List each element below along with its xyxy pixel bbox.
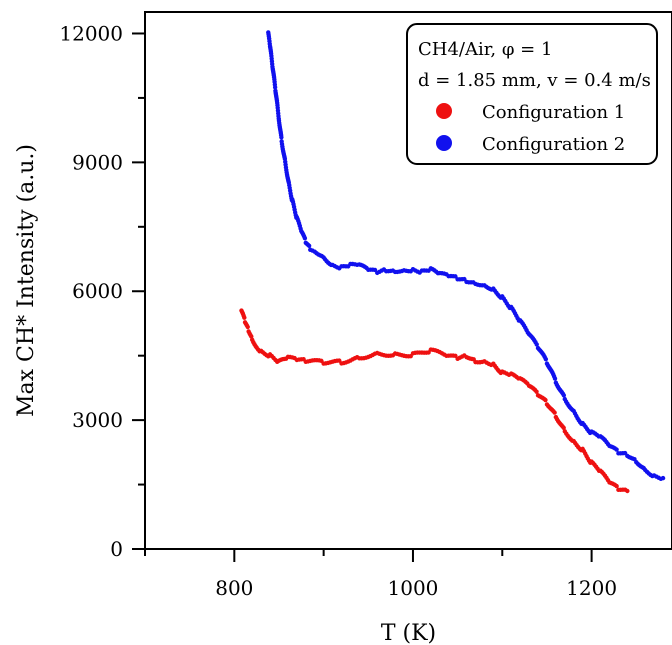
x-axis: 800 1000 1200 [144,549,617,600]
data-point [279,135,284,140]
legend-marker-2 [436,135,452,151]
legend-line2: d = 1.85 mm, v = 0.4 m/s [418,70,651,91]
data-point [242,315,247,320]
plot-area [144,11,672,550]
series-layer [239,30,666,494]
data-point [614,483,619,489]
y-tick-label: 12000 [59,21,123,45]
y-tick-label: 9000 [72,150,123,174]
data-point [543,397,548,403]
data-point [302,236,308,241]
y-tick-label: 0 [110,537,123,561]
x-axis-title: T (K) [381,621,436,645]
data-point [552,376,558,381]
data-point [249,334,254,339]
y-axis-title: Max CH* Intensity (a.u.) [14,144,39,417]
plot-frame [144,11,672,550]
legend-marker-1 [436,103,452,119]
legend: CH4/Air, φ = 1 d = 1.85 mm, v = 0.4 m/s … [406,23,658,165]
y-tick-label: 6000 [72,279,123,303]
legend-box [406,23,658,165]
data-point [534,389,539,394]
x-tick-label: 1000 [388,576,439,600]
data-point [245,324,250,330]
data-point [306,243,312,249]
legend-line1: CH4/Air, φ = 1 [418,39,552,60]
data-point [561,393,567,398]
x-tick-label: 800 [215,576,253,600]
series-2 [266,30,666,481]
legend-entries: Configuration 1 Configuration 2 [436,102,625,155]
data-point [625,488,630,494]
legend-label-1: Configuration 1 [482,102,625,123]
data-point [272,85,278,90]
series-1 [239,308,630,494]
x-tick-label: 1200 [566,576,617,600]
data-point [534,342,539,347]
data-point [561,425,566,430]
y-axis: 0 3000 6000 9000 12000 [59,21,145,561]
y-tick-label: 3000 [72,408,123,432]
data-point [552,410,557,415]
data-point [543,356,549,362]
data-point [614,447,619,452]
data-point [660,475,666,481]
legend-label-2: Configuration 2 [482,134,625,155]
